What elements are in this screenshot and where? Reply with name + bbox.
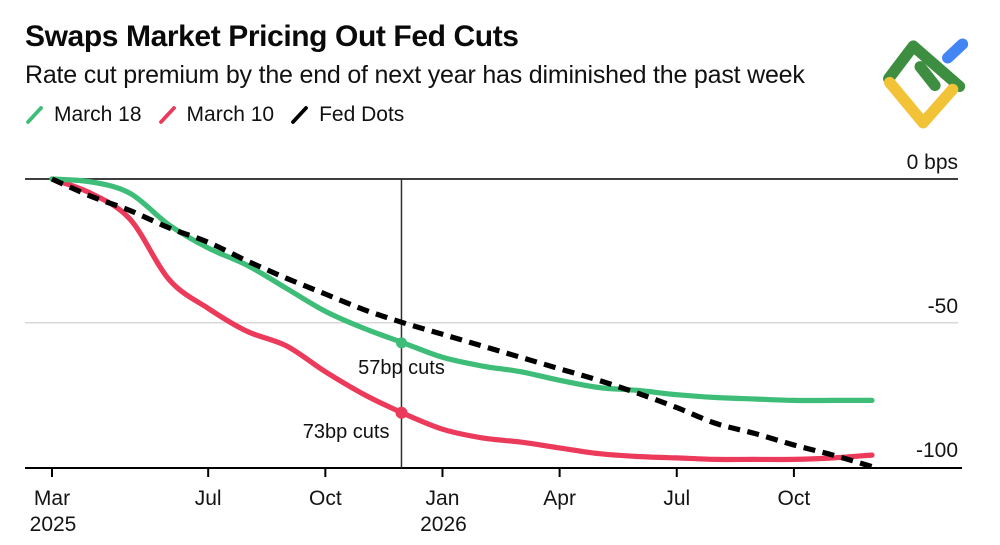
legend-item-fed-dots: Fed Dots [290, 103, 404, 127]
legend-swatch-slash-icon [26, 106, 43, 124]
legend-item-march-18: March 18 [25, 103, 142, 127]
marker-dot-march-10 [395, 406, 408, 419]
legend-item-march-10: March 10 [158, 103, 275, 127]
series-line-march-10 [49, 176, 875, 463]
x-axis-tick-label: Oct [777, 487, 811, 510]
chart-title: Swaps Market Pricing Out Fed Cuts [25, 20, 519, 53]
marker-dot-march-18 [395, 337, 407, 349]
legend-label: Fed Dots [319, 103, 405, 126]
logo-blue-stroke [942, 38, 969, 64]
x-axis-tick-label: Jul [194, 487, 222, 510]
chart-legend: March 18 March 10 Fed Dots [25, 103, 404, 127]
x-axis-tick-label: Jul [663, 487, 691, 510]
x-axis-tick-label: Oct [308, 487, 342, 510]
legend-label: March 18 [54, 103, 142, 126]
x-axis-tick-label: Apr [543, 487, 576, 510]
legend-swatch-slash-icon [158, 106, 176, 124]
x-axis-tick-label: Jan [425, 487, 460, 510]
litefinance-logo [883, 38, 969, 129]
annotation-label: 73bp cuts [302, 420, 390, 443]
logo-green-tick [914, 61, 941, 92]
x-axis-tick-label: Mar [33, 487, 71, 510]
annotation-label: 57bp cuts [358, 357, 445, 380]
y-axis-label: -50 [927, 294, 958, 318]
y-axis-label: -100 [915, 438, 958, 462]
chart-subtitle: Rate cut premium by the end of next year… [25, 61, 805, 89]
legend-swatch-slash-icon [291, 106, 308, 124]
x-axis-year-label: 2026 [420, 513, 467, 536]
legend-label: March 10 [186, 103, 275, 126]
series-line-march-18 [49, 176, 875, 404]
x-axis-year-label: 2025 [29, 513, 77, 536]
logo-green-chevron [883, 40, 966, 93]
series-line-fed-dots [50, 176, 873, 470]
y-axis-label: 0 bps [906, 151, 958, 174]
logo-yellow-check [884, 76, 959, 129]
